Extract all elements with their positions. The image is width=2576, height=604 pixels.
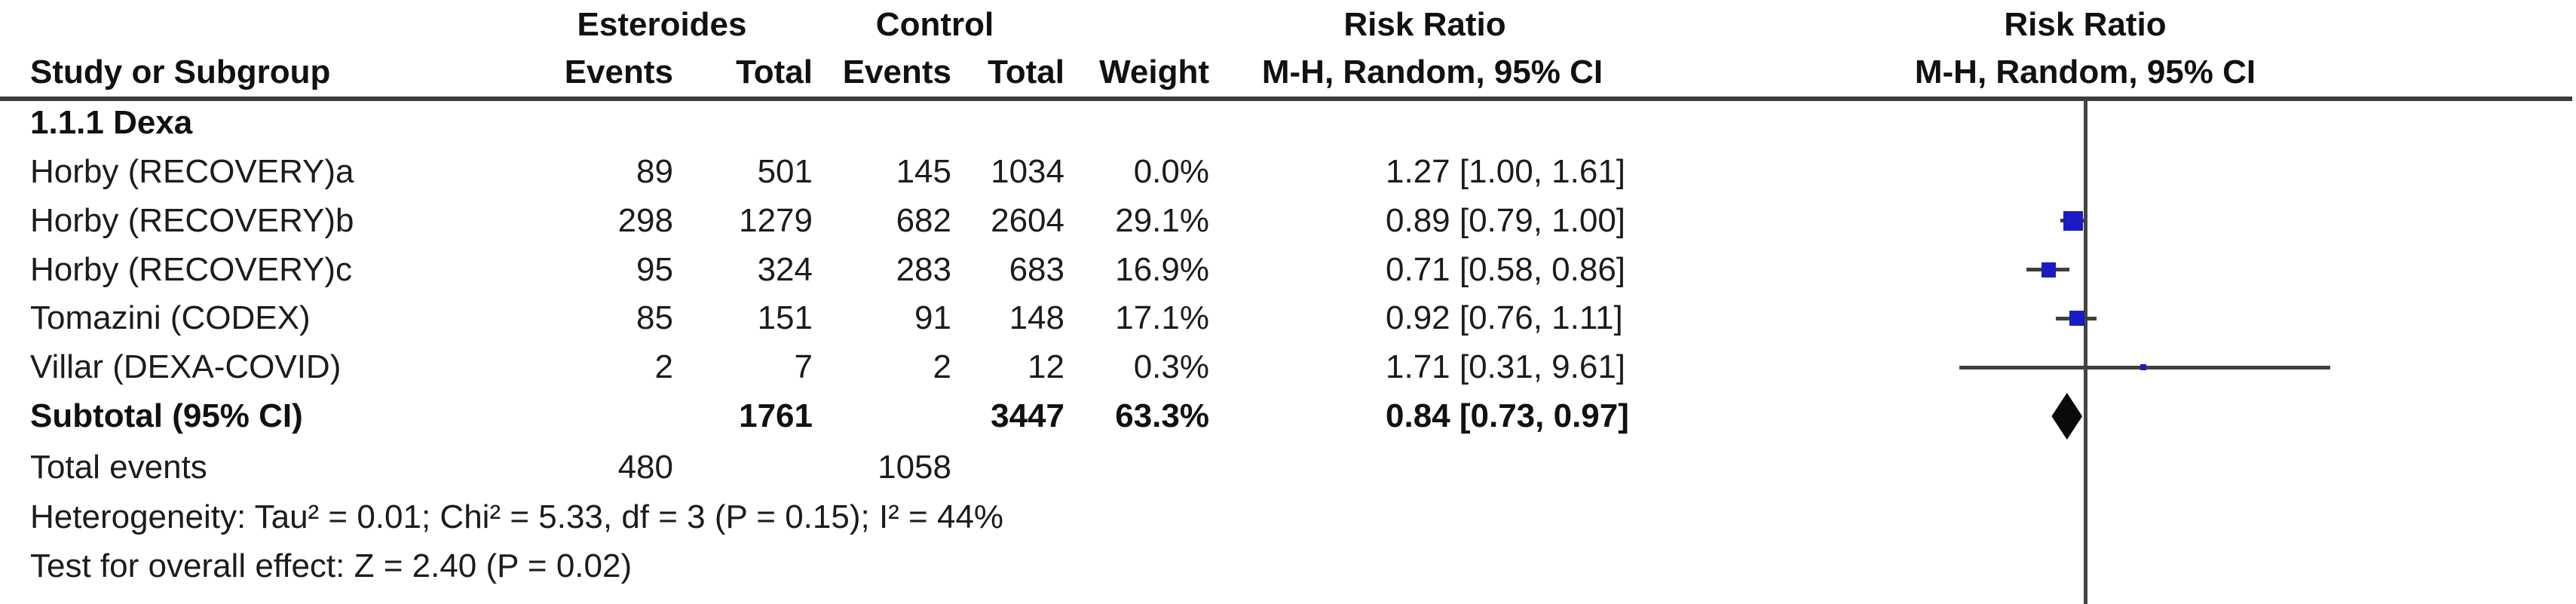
subtotal-weight: 63.3% — [1115, 397, 1209, 434]
events-esteroides-value: 89 — [636, 153, 673, 190]
subtotal-label: Subtotal (95% CI) — [30, 397, 303, 434]
null-effect-axis-line — [2084, 99, 2087, 604]
column-header-ci-right: M-H, Random, 95% CI — [1914, 54, 2256, 90]
events-control-value: 283 — [896, 250, 951, 288]
column-header-study: Study or Subgroup — [30, 54, 331, 90]
risk-ratio-ci-text: 1.71 [0.31, 9.61] — [1386, 348, 1626, 386]
events-esteroides-value: 85 — [636, 299, 673, 337]
column-header-total-esteroides: Total — [736, 54, 813, 90]
study-label: Horby (RECOVERY)b — [30, 201, 354, 239]
weight-value: 17.1% — [1115, 299, 1209, 337]
events-esteroides-value: 95 — [636, 250, 673, 288]
total-control-value: 148 — [1009, 299, 1064, 337]
table-header-rule — [0, 97, 2572, 101]
column-header-weight: Weight — [1099, 54, 1209, 90]
total-esteroides-value: 1279 — [739, 201, 813, 239]
total-control-value: 1034 — [991, 153, 1064, 190]
events-control-value: 682 — [896, 201, 951, 239]
events-esteroides-value: 298 — [617, 201, 673, 239]
column-header-total-control: Total — [988, 54, 1064, 90]
study-label: Horby (RECOVERY)a — [30, 153, 354, 190]
total-esteroides-value: 7 — [794, 348, 813, 386]
risk-ratio-ci-text: 0.71 [0.58, 0.86] — [1386, 250, 1626, 288]
total-esteroides-value: 324 — [757, 250, 813, 288]
total-esteroides-value: 151 — [757, 299, 813, 337]
column-group-esteroides: Esteroides — [577, 6, 747, 43]
column-header-ci-left: M-H, Random, 95% CI — [1261, 54, 1603, 90]
total-control-value: 12 — [1028, 348, 1064, 386]
risk-ratio-ci-text: 0.92 [0.76, 1.11] — [1386, 299, 1623, 337]
events-esteroides-value: 2 — [654, 348, 673, 386]
subtotal-ci-text: 0.84 [0.73, 0.97] — [1386, 397, 1629, 434]
events-control-value: 91 — [914, 299, 951, 337]
column-group-control: Control — [875, 6, 994, 43]
total-events-label: Total events — [30, 449, 207, 486]
study-point-estimate-square — [2063, 210, 2083, 231]
weight-value: 16.9% — [1115, 250, 1209, 288]
subtotal-total-esteroides: 1761 — [739, 397, 813, 434]
events-control-value: 145 — [896, 153, 951, 190]
total-control-value: 2604 — [991, 201, 1064, 239]
events-control-value: 2 — [933, 348, 951, 386]
study-label: Horby (RECOVERY)c — [30, 250, 353, 288]
study-point-estimate-square — [2140, 364, 2147, 371]
subtotal-total-control: 3447 — [991, 397, 1064, 434]
study-point-estimate-square — [2069, 311, 2084, 327]
overall-effect-test: Test for overall effect: Z = 2.40 (P = 0… — [30, 547, 633, 584]
column-header-events-esteroides: Events — [564, 54, 673, 90]
total-events-control: 1058 — [878, 449, 951, 486]
total-control-value: 683 — [1009, 250, 1064, 288]
column-group-risk-ratio-left: Risk Ratio — [1343, 6, 1506, 43]
risk-ratio-ci-text: 0.89 [0.79, 1.00] — [1386, 201, 1626, 239]
weight-value: 0.0% — [1133, 153, 1209, 190]
heterogeneity-stats: Heterogeneity: Tau² = 0.01; Chi² = 5.33,… — [30, 498, 1004, 535]
study-label: Tomazini (CODEX) — [30, 299, 311, 337]
risk-ratio-ci-text: 1.27 [1.00, 1.61] — [1386, 153, 1626, 190]
subtotal-diamond — [2051, 393, 2083, 440]
study-label: Villar (DEXA-COVID) — [30, 348, 342, 386]
subgroup-label: 1.1.1 Dexa — [30, 104, 193, 141]
weight-value: 29.1% — [1115, 201, 1209, 239]
column-group-risk-ratio-right: Risk Ratio — [2004, 6, 2167, 43]
total-events-esteroides: 480 — [617, 449, 673, 486]
study-point-estimate-square — [2041, 262, 2057, 277]
total-esteroides-value: 501 — [757, 153, 813, 190]
weight-value: 0.3% — [1133, 348, 1209, 386]
column-header-events-control: Events — [842, 54, 951, 90]
